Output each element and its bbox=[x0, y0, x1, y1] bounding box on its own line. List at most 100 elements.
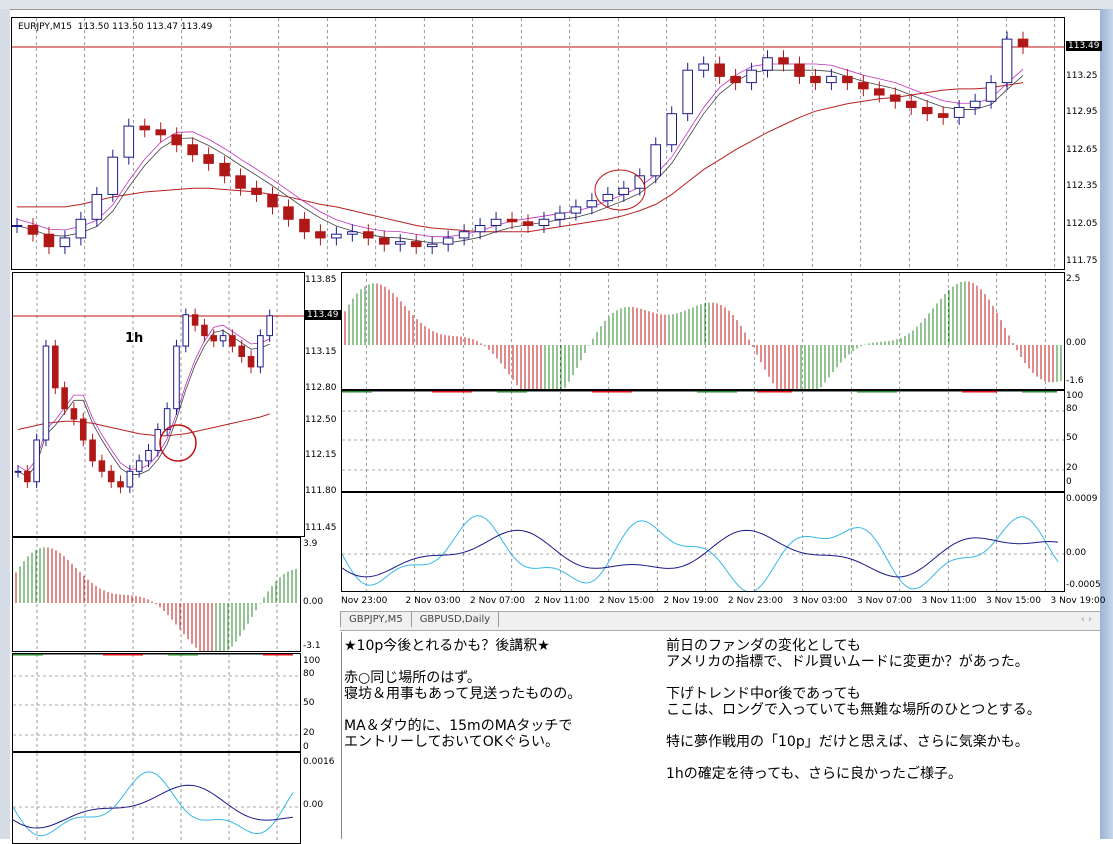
time-tick: 3 Nov 07:00 bbox=[857, 596, 912, 606]
time-tick: 2 Nov 11:00 bbox=[534, 596, 590, 606]
axis-tick: 2.5 bbox=[1066, 274, 1081, 284]
candle bbox=[378, 237, 390, 245]
candle bbox=[490, 218, 502, 227]
axis-tick: 20 bbox=[1066, 463, 1078, 473]
candle bbox=[155, 129, 167, 136]
candle bbox=[714, 63, 725, 77]
candle bbox=[201, 324, 208, 337]
price-tick: 112.80 bbox=[305, 383, 337, 393]
time-tick: 3 Nov 15:00 bbox=[986, 596, 1041, 606]
candle bbox=[163, 408, 171, 431]
candle bbox=[257, 335, 264, 368]
axis-tick: 80 bbox=[303, 669, 315, 679]
candle bbox=[145, 449, 152, 462]
candle bbox=[746, 69, 757, 84]
candle bbox=[139, 125, 151, 131]
main-price-axis: 113.49 113.25 112.95 112.65 112.35 112.0… bbox=[1066, 17, 1102, 268]
m15-macd-panel[interactable] bbox=[341, 272, 1065, 390]
candle bbox=[91, 193, 103, 220]
candle bbox=[24, 470, 31, 483]
price-tick: 113.25 bbox=[1066, 71, 1098, 81]
note-text: MA＆ダウ的に、15mのMAタッチで エントリーしておいてOKぐらい。 bbox=[344, 718, 573, 750]
h1-oscillator-panel[interactable] bbox=[12, 752, 301, 844]
notes-area: ★10p今後とれるかも？後講釈★ 赤○同じ場所のはず。 寝坊＆用事もあって見送っ… bbox=[341, 632, 1101, 839]
current-price-label: 113.49 bbox=[1066, 41, 1102, 51]
axis-tick: -1.6 bbox=[1066, 376, 1084, 386]
candle bbox=[107, 470, 115, 483]
axis-tick: 50 bbox=[303, 698, 315, 708]
candle bbox=[203, 154, 214, 164]
candle bbox=[187, 144, 198, 156]
candle bbox=[426, 243, 438, 248]
candle bbox=[61, 387, 68, 410]
time-tick: 2 Nov 15:00 bbox=[599, 596, 654, 606]
axis-tick: 20 bbox=[303, 728, 315, 738]
candle bbox=[299, 218, 310, 233]
time-tick: 2 Nov 03:00 bbox=[405, 596, 461, 606]
candle bbox=[171, 134, 182, 146]
candle bbox=[267, 193, 278, 208]
candle bbox=[27, 225, 39, 235]
note-text: 下げトレンド中or後であっても ここは、ロングで入っていても無難な場所のひとつと… bbox=[666, 686, 1041, 718]
axis-tick: 3.9 bbox=[303, 539, 318, 549]
axis-tick: 0.00 bbox=[303, 800, 324, 810]
h1-stochastic-panel[interactable] bbox=[12, 653, 301, 752]
price-tick: 113.15 bbox=[305, 347, 337, 357]
m15-stochastic-panel[interactable] bbox=[341, 390, 1065, 492]
tab-gbpusd-daily[interactable]: GBPUSD,Daily bbox=[410, 612, 500, 627]
note-text: 特に夢作戦用の「10p」だけと思えば、さらに気楽かも。 bbox=[666, 734, 1029, 750]
tab-gbpjpy-m5[interactable]: GBPJPY,M5 bbox=[340, 612, 411, 627]
candle bbox=[522, 221, 534, 227]
time-tick: 2 Nov 07:00 bbox=[470, 596, 525, 606]
candle bbox=[1017, 38, 1029, 48]
candle bbox=[51, 345, 59, 389]
candle bbox=[14, 470, 22, 473]
candle bbox=[953, 106, 965, 118]
candle bbox=[634, 175, 646, 189]
candle bbox=[858, 82, 869, 90]
candle bbox=[570, 206, 582, 214]
candle bbox=[618, 187, 630, 195]
h1-macd-panel[interactable] bbox=[12, 537, 301, 652]
axis-tick: 80 bbox=[1066, 404, 1078, 414]
window-top-strip bbox=[0, 0, 1113, 10]
tab-scroll-arrows[interactable]: ‹ › bbox=[1080, 614, 1092, 625]
osc-fast-line bbox=[342, 515, 1059, 591]
chart-title: EURJPY,M15 113.50 113.50 113.47 113.49 bbox=[18, 22, 213, 32]
ma-mid-line bbox=[16, 63, 1024, 238]
candle bbox=[173, 345, 180, 410]
candle bbox=[219, 162, 230, 177]
candle bbox=[874, 88, 885, 96]
window-right-scroll[interactable] bbox=[1100, 9, 1113, 839]
axis-tick: 100 bbox=[1066, 391, 1084, 401]
main-chart-m15[interactable]: EURJPY,M15 113.50 113.50 113.47 113.49 bbox=[11, 17, 1065, 270]
candle bbox=[810, 75, 821, 84]
candle bbox=[698, 63, 709, 71]
candle bbox=[229, 335, 236, 347]
ma-fast-line bbox=[16, 69, 1024, 244]
candle bbox=[730, 75, 741, 84]
h1-chart[interactable]: 1h bbox=[12, 272, 305, 537]
note-text: 赤○同じ場所のはず。 寝坊＆用事もあって見送ったものの。 bbox=[344, 670, 582, 702]
candle bbox=[247, 355, 255, 368]
m15-oscillator-panel[interactable] bbox=[341, 492, 1065, 592]
candle bbox=[538, 218, 550, 227]
axis-tick: 0 bbox=[303, 742, 309, 752]
candle bbox=[1001, 38, 1013, 84]
candle bbox=[794, 63, 805, 77]
candle bbox=[889, 94, 901, 102]
candle bbox=[586, 200, 598, 208]
price-tick: 112.35 bbox=[1066, 181, 1098, 191]
candle bbox=[191, 314, 199, 326]
candle bbox=[666, 113, 678, 146]
candle bbox=[42, 345, 50, 441]
candle bbox=[985, 82, 997, 102]
candle bbox=[363, 231, 374, 239]
price-tick: 112.05 bbox=[1066, 219, 1098, 229]
candle bbox=[33, 439, 40, 483]
note-headline: ★10p今後とれるかも？後講釈★ bbox=[344, 638, 550, 654]
candle bbox=[182, 314, 190, 347]
candle bbox=[506, 218, 518, 223]
candle bbox=[650, 144, 662, 177]
time-axis: Nov 23:00 2 Nov 03:00 2 Nov 07:00 2 Nov 11:… bbox=[341, 596, 1105, 610]
